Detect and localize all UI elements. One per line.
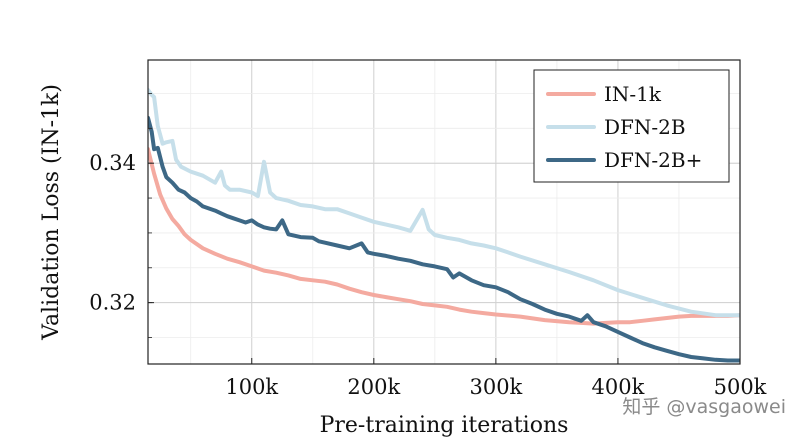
x-tick-label: 500k [714,375,767,399]
series-layer [148,88,740,363]
y-tick-label: 0.32 [89,291,136,315]
x-tick-label: 200k [347,375,400,399]
legend-label-dfn-2b-plus: DFN-2B+ [604,148,702,172]
ticks: 100k 200k 300k 400k 500k 0.32 0.34 [89,93,767,399]
series-line-dfn-2b-plus [148,115,740,363]
plot-frame [147,59,741,365]
legend: IN-1k DFN-2B DFN-2B+ [533,69,730,183]
x-axis-label: Pre-training iterations [320,413,569,438]
series-line-in-1k [148,147,740,326]
y-tick-label: 0.34 [89,151,136,175]
x-tick-label: 300k [469,375,522,399]
legend-label-dfn-2b: DFN-2B [604,115,686,139]
series-line-dfn-2b [148,88,740,318]
y-axis-label: Validation Loss (IN-1k) [39,84,64,341]
watermark-text: 知乎 @vasgaowei [622,396,786,418]
legend-label-in-1k: IN-1k [604,82,662,106]
x-tick-label: 400k [592,375,645,399]
x-tick-label: 100k [225,375,278,399]
